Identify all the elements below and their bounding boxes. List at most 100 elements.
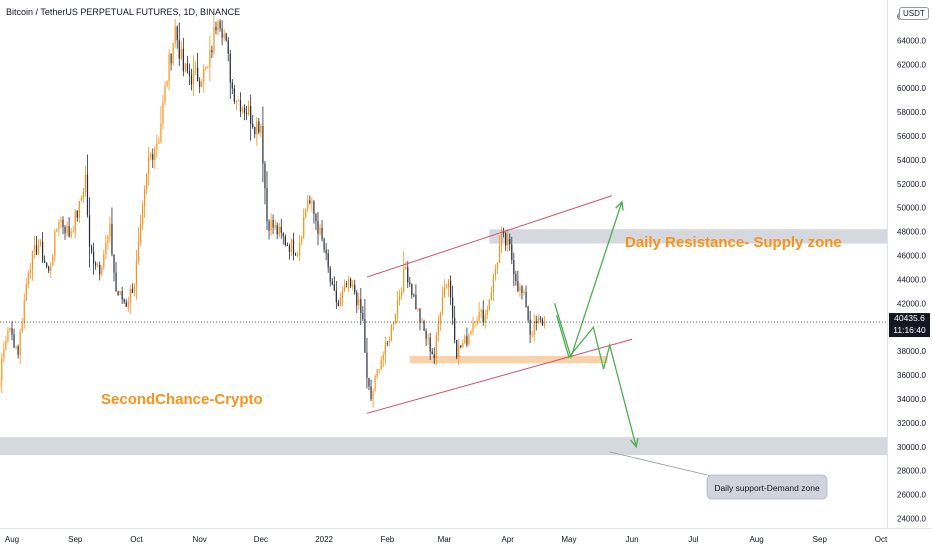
candle-body <box>130 289 131 302</box>
candle-body <box>187 64 188 72</box>
candle-body <box>385 343 386 355</box>
candle-body <box>487 310 488 315</box>
candle-body <box>346 284 347 285</box>
y-tick-label: 62000.0 <box>897 60 926 69</box>
candle-body <box>332 282 333 285</box>
candle-body <box>336 290 337 302</box>
candle-body <box>409 282 410 284</box>
candle-body <box>311 202 312 203</box>
y-tick-label: 64000.0 <box>897 36 926 45</box>
candle-body <box>71 231 72 236</box>
candle-body <box>372 391 373 399</box>
candle-body <box>464 336 465 343</box>
x-tick-label: Sep <box>813 535 828 544</box>
candle-body <box>368 378 369 387</box>
candle-body <box>266 188 267 221</box>
candle-body <box>287 245 288 246</box>
candle-body <box>115 272 116 291</box>
candle-body <box>299 243 300 255</box>
candle-body <box>173 44 174 64</box>
candle-body <box>260 126 261 132</box>
candle-body <box>9 328 10 330</box>
candle-body <box>236 101 237 102</box>
candle-body <box>313 202 314 214</box>
candle-body <box>430 338 431 352</box>
x-tick-label: Oct <box>875 535 888 544</box>
y-tick-label: 58000.0 <box>897 108 926 117</box>
candle-body <box>491 293 492 300</box>
candle-body <box>256 122 257 135</box>
candle-body <box>393 323 394 325</box>
candle-body <box>189 71 190 75</box>
candle-body <box>134 285 135 292</box>
y-tick-label: 54000.0 <box>897 156 926 165</box>
candle-body <box>64 227 65 233</box>
candle-body <box>366 353 367 378</box>
candle-body <box>101 268 102 274</box>
candle-body <box>3 350 4 358</box>
candle-body <box>275 225 276 228</box>
candle-body <box>268 221 269 230</box>
candle-body <box>303 217 304 237</box>
candle-body <box>46 263 47 267</box>
candle-body <box>185 64 186 72</box>
candle-body <box>354 285 355 293</box>
candle-body <box>181 49 182 59</box>
currency-selector[interactable]: USDT <box>899 7 929 20</box>
y-tick-label: 28000.0 <box>897 467 926 476</box>
candle-body <box>270 220 271 231</box>
candle-body <box>244 108 245 113</box>
candle-body <box>58 222 59 229</box>
x-tick-label: 2022 <box>315 535 333 544</box>
candle-body <box>501 231 502 246</box>
y-tick-label: 50000.0 <box>897 204 926 213</box>
x-tick-label: Mar <box>438 535 452 544</box>
time-axis[interactable]: Aug Sep Oct Nov Dec 2022 Feb Mar Apr May Jun Jul Aug… <box>5 535 888 544</box>
candle-body <box>419 309 420 323</box>
candle-body <box>105 243 106 255</box>
candle-body <box>69 226 70 237</box>
candle-body <box>407 267 408 282</box>
candle-body <box>444 288 445 297</box>
y-tick-label: 44000.0 <box>897 275 926 284</box>
candle-body <box>87 175 88 216</box>
y-tick-label: 52000.0 <box>897 180 926 189</box>
candle-body <box>103 255 104 268</box>
candle-body <box>344 284 345 291</box>
candle-body <box>240 100 241 111</box>
candle-body <box>36 245 37 254</box>
candle-body <box>242 108 243 112</box>
candle-countdown: 11:16:40 <box>893 325 926 335</box>
demand-zone <box>0 437 887 455</box>
candle-body <box>52 256 53 265</box>
candle-body <box>479 312 480 321</box>
candle-body <box>258 122 259 133</box>
candle-body <box>340 298 341 306</box>
candle-body <box>395 314 396 323</box>
candle-body <box>279 227 280 235</box>
candle-body <box>425 331 426 339</box>
candle-body <box>211 50 212 52</box>
candle-body <box>66 226 67 233</box>
candle-body <box>319 228 320 234</box>
candle-body <box>44 261 45 263</box>
candle-body <box>413 295 414 296</box>
candle-body <box>113 254 114 272</box>
candle-body <box>24 300 25 323</box>
y-tick-label: 48000.0 <box>897 228 926 237</box>
support-zone-label: Daily support-Demand zone <box>714 483 820 493</box>
candle-body <box>164 86 165 102</box>
candle-body <box>532 335 533 336</box>
candle-body <box>238 100 239 101</box>
candle-body <box>440 314 441 323</box>
candle-body <box>301 237 302 242</box>
candle-body <box>379 369 380 370</box>
candle-body <box>297 255 298 256</box>
candle-body <box>168 54 169 81</box>
candle-body <box>515 274 516 281</box>
candle-body <box>234 88 235 101</box>
candle-body <box>50 266 51 271</box>
candle-body <box>228 40 229 53</box>
candle-body <box>428 338 429 339</box>
